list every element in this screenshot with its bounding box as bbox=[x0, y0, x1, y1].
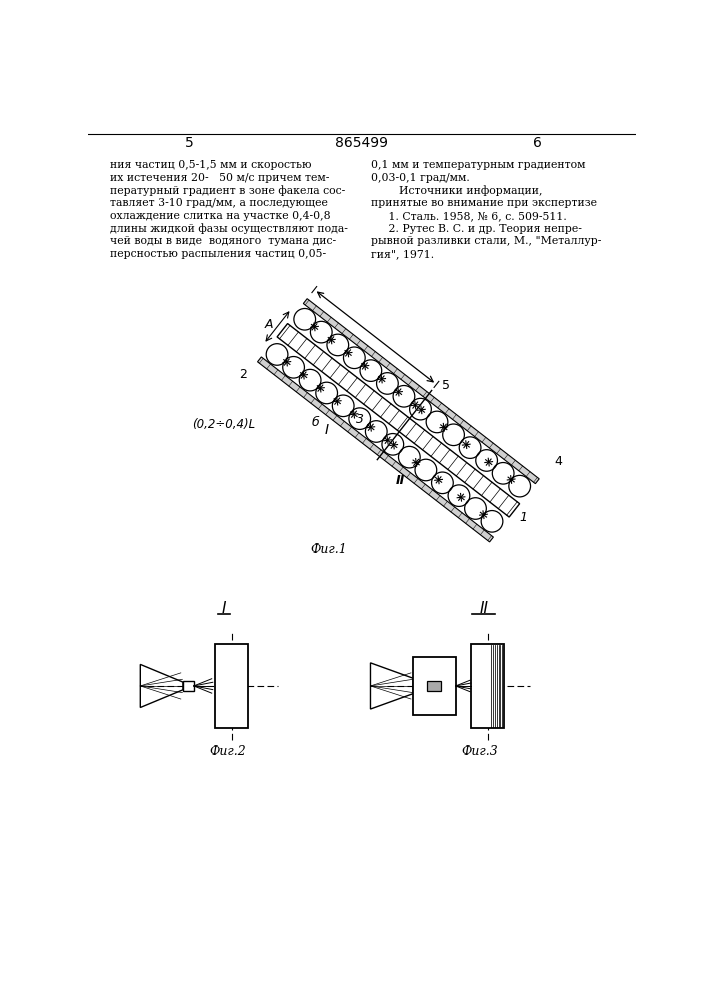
Text: A: A bbox=[264, 318, 273, 331]
Text: их истечения 20-   50 м/с причем тем-: их истечения 20- 50 м/с причем тем- bbox=[110, 173, 329, 183]
Text: гия", 1971.: гия", 1971. bbox=[371, 249, 434, 259]
Text: принятые во внимание при экспертизе: принятые во внимание при экспертизе bbox=[371, 198, 597, 208]
Bar bbox=[413, 657, 456, 715]
Bar bbox=[216, 644, 248, 728]
Text: 5: 5 bbox=[185, 136, 194, 150]
Text: 1. Сталь. 1958, № 6, с. 509-511.: 1. Сталь. 1958, № 6, с. 509-511. bbox=[371, 211, 567, 221]
Text: II: II bbox=[396, 474, 405, 487]
Text: (0,2÷0,4)L: (0,2÷0,4)L bbox=[192, 418, 255, 431]
Text: чей воды в виде  водяного  тумана дис-: чей воды в виде водяного тумана дис- bbox=[110, 236, 337, 246]
Text: II: II bbox=[479, 601, 488, 616]
Text: 0,03-0,1 град/мм.: 0,03-0,1 град/мм. bbox=[371, 173, 470, 183]
Text: 4: 4 bbox=[554, 455, 562, 468]
Text: Источники информации,: Источники информации, bbox=[371, 185, 543, 196]
Bar bbox=[472, 644, 504, 728]
Text: 2. Рутес В. С. и др. Теория непре-: 2. Рутес В. С. и др. Теория непре- bbox=[371, 224, 582, 234]
Text: 3: 3 bbox=[356, 413, 364, 426]
Text: Фиг.3: Фиг.3 bbox=[462, 745, 498, 758]
Polygon shape bbox=[277, 324, 520, 517]
Bar bbox=[428, 681, 441, 691]
Text: I: I bbox=[222, 601, 226, 616]
Text: рывной разливки стали, М., "Металлур-: рывной разливки стали, М., "Металлур- bbox=[371, 236, 602, 246]
Text: 5: 5 bbox=[443, 379, 450, 392]
Text: Фиг.2: Фиг.2 bbox=[209, 745, 246, 758]
Text: длины жидкой фазы осуществляют пода-: длины жидкой фазы осуществляют пода- bbox=[110, 224, 348, 234]
Text: персностью распыления частиц 0,05-: персностью распыления частиц 0,05- bbox=[110, 249, 326, 259]
Text: 1: 1 bbox=[520, 511, 527, 524]
Text: пературный градиент в зоне факела сос-: пературный градиент в зоне факела сос- bbox=[110, 185, 345, 196]
Text: 6: 6 bbox=[534, 136, 542, 150]
Text: б: б bbox=[311, 416, 319, 429]
Text: I: I bbox=[325, 423, 329, 437]
Text: 0,1 мм и температурным градиентом: 0,1 мм и температурным градиентом bbox=[371, 160, 586, 170]
Text: 2: 2 bbox=[239, 368, 247, 381]
Text: тавляет 3-10 град/мм, а последующее: тавляет 3-10 град/мм, а последующее bbox=[110, 198, 328, 208]
Text: Фиг.1: Фиг.1 bbox=[310, 543, 347, 556]
Text: ния частиц 0,5-1,5 мм и скоростью: ния частиц 0,5-1,5 мм и скоростью bbox=[110, 160, 312, 170]
Text: 865499: 865499 bbox=[335, 136, 388, 150]
Bar bbox=[183, 681, 194, 691]
Polygon shape bbox=[303, 299, 539, 484]
Polygon shape bbox=[257, 357, 493, 542]
Text: охлаждение слитка на участке 0,4-0,8: охлаждение слитка на участке 0,4-0,8 bbox=[110, 211, 331, 221]
